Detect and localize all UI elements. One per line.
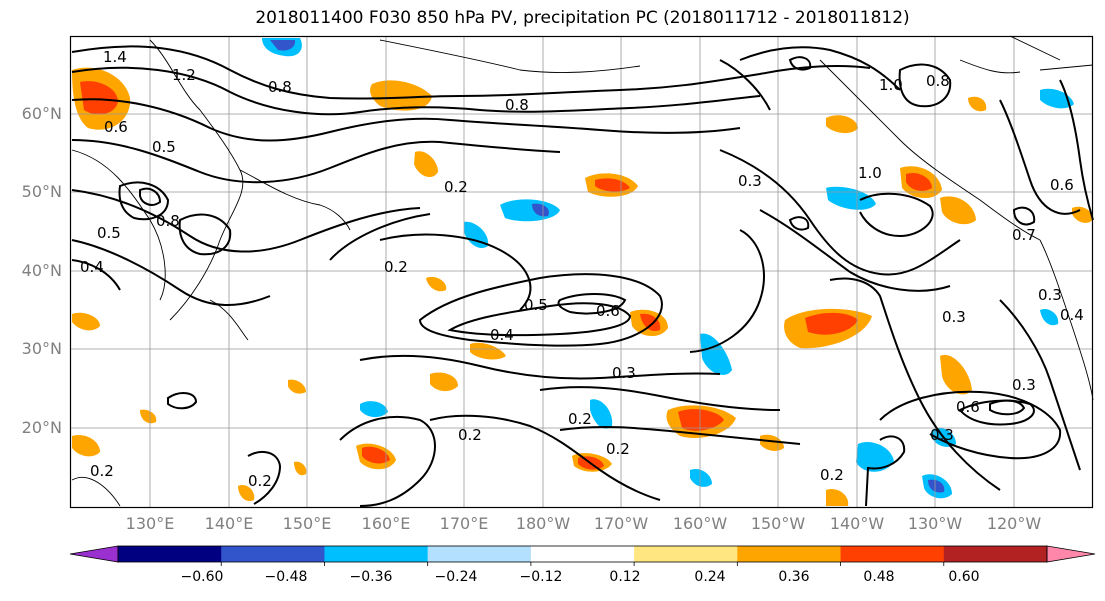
lon-label-120w: 120°W	[986, 514, 1042, 533]
lon-label-140e: 140°E	[204, 514, 254, 533]
contour-label: 0.3	[1038, 286, 1062, 304]
contour-label: 1.2	[172, 66, 196, 84]
colorbar	[69, 545, 1096, 566]
colorbar-tick-label: 0.60	[948, 569, 980, 585]
colorbar-swatch	[530, 546, 635, 562]
contour-labels: 1.4 1.2 0.8 0.6 0.5 0.8 0.5 0.4 0.2 0.8 0.2 0.2 0.5 0…	[80, 48, 1084, 490]
map-border	[69, 35, 1094, 509]
colorbar-tick-label: −0.24	[434, 569, 478, 585]
contour-label: 0.7	[1012, 226, 1036, 244]
colorbar-swatch	[118, 546, 222, 562]
colorbar-tick-label: 0.24	[694, 569, 726, 585]
contour-label: 0.2	[248, 472, 272, 490]
lon-label-130e: 130°E	[125, 514, 175, 533]
colorbar-swatch	[840, 546, 945, 562]
contour-label: 0.8	[505, 96, 529, 114]
lon-label-170e: 170°E	[439, 514, 489, 533]
contour-label: 0.3	[1012, 376, 1036, 394]
lat-label-20n: 20°N	[21, 418, 62, 437]
lon-label-170w: 170°W	[593, 514, 649, 533]
contour-label: 0.5	[524, 296, 548, 314]
colorbar-tick-label: 0.48	[863, 569, 895, 585]
contour-label: 0.4	[490, 326, 514, 344]
lon-label-150e: 150°E	[282, 514, 332, 533]
map-title: 2018011400 F030 850 hPa PV, precipitatio…	[255, 8, 910, 28]
contour-label: 0.6	[956, 398, 980, 416]
colorbar-swatch	[324, 546, 429, 562]
lat-label-50n: 50°N	[21, 182, 62, 201]
colorbar-arrow-max	[1046, 545, 1096, 563]
pv-contours	[71, 45, 1094, 507]
contour-label: 0.8	[268, 78, 292, 96]
lon-label-160e: 160°E	[361, 514, 411, 533]
contour-label: 0.2	[568, 410, 592, 428]
lat-label-60n: 60°N	[21, 104, 62, 123]
colorbar-swatch	[427, 546, 532, 562]
lat-label-40n: 40°N	[21, 261, 62, 280]
colorbar-tick-label: −0.60	[180, 569, 224, 585]
coastlines	[71, 35, 1094, 507]
colorbar-tick-label: −0.48	[264, 569, 308, 585]
colorbar-tick-label: 0.12	[609, 569, 641, 585]
map-area	[70, 36, 1093, 508]
contour-label: 0.6	[104, 118, 128, 136]
lon-label-150w: 150°W	[750, 514, 806, 533]
contour-label: 0.2	[384, 258, 408, 276]
contour-label: 0.5	[97, 224, 121, 242]
lon-label-130w: 130°W	[907, 514, 963, 533]
contour-label: 0.2	[444, 178, 468, 196]
contour-label: 0.4	[80, 258, 104, 276]
colorbar-tick-label: −0.36	[349, 569, 393, 585]
lat-label-30n: 30°N	[21, 339, 62, 358]
contour-label: 0.4	[1060, 306, 1084, 324]
graticule	[70, 36, 1093, 508]
contour-label: 1.0	[858, 164, 882, 182]
precipitation-shading	[72, 38, 1093, 506]
contour-label: 0.3	[942, 308, 966, 326]
contour-label: 0.6	[1050, 176, 1074, 194]
lon-label-140w: 140°W	[829, 514, 885, 533]
contour-label: 0.2	[90, 462, 114, 480]
colorbar-swatch	[737, 546, 842, 562]
contour-label: 0.5	[152, 138, 176, 156]
colorbar-swatch	[634, 546, 738, 562]
contour-label: 0.8	[926, 72, 950, 90]
colorbar-swatch	[221, 546, 325, 562]
contour-label: 0.3	[738, 172, 762, 190]
contour-label: 0.6	[596, 302, 620, 320]
contour-label: 0.2	[458, 426, 482, 444]
colorbar-tick-label: −0.12	[519, 569, 563, 585]
lon-label-160w: 160°W	[672, 514, 728, 533]
contour-label: 1.0	[879, 76, 903, 94]
colorbar-outline	[117, 545, 1048, 563]
colorbar-swatch	[943, 546, 1048, 562]
colorbar-tick-label: 0.36	[778, 569, 810, 585]
contour-label: 1.4	[103, 48, 127, 66]
lon-label-180w: 180°W	[515, 514, 571, 533]
contour-label: 0.2	[606, 440, 630, 458]
colorbar-arrow-min	[69, 545, 119, 563]
contour-label: 0.3	[612, 364, 636, 382]
contour-label: 0.8	[156, 212, 180, 230]
contour-label: 0.2	[820, 466, 844, 484]
contour-label: 0.3	[930, 426, 954, 444]
